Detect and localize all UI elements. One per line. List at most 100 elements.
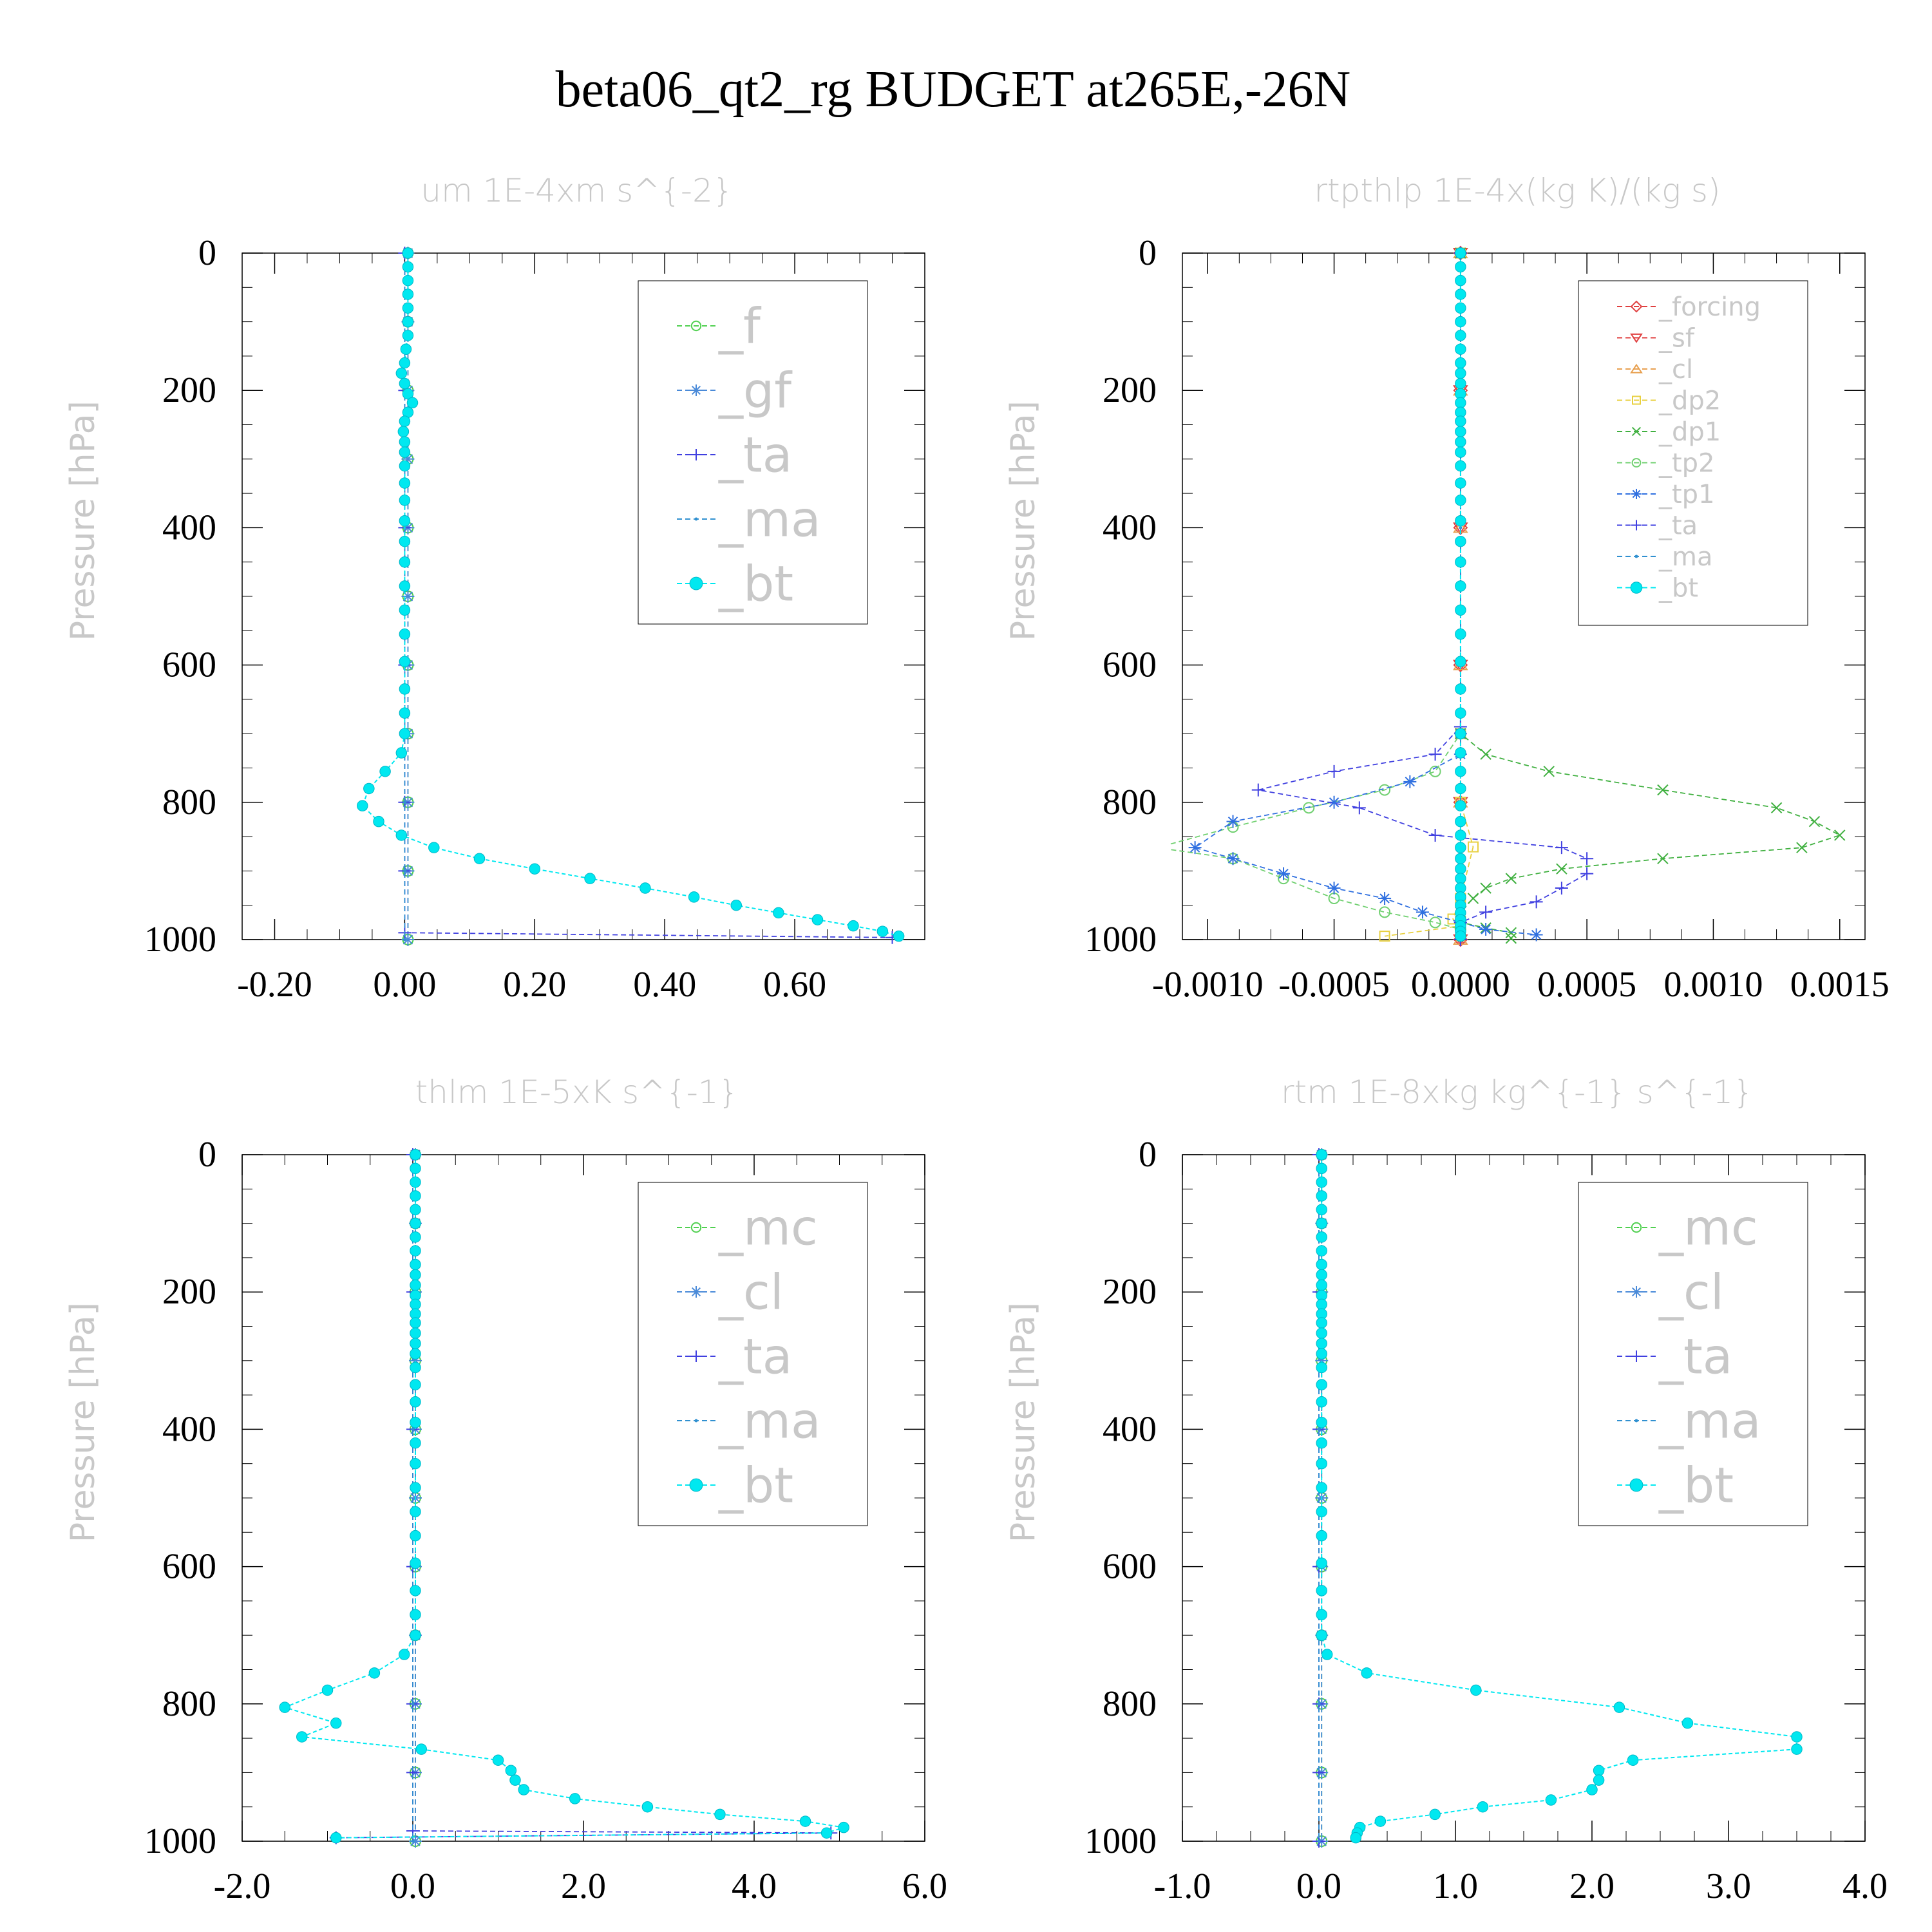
legend-marker bbox=[690, 384, 702, 396]
data-point bbox=[1316, 1338, 1327, 1349]
data-point bbox=[1455, 535, 1466, 547]
data-point bbox=[410, 1379, 421, 1390]
legend-label: _tp1 bbox=[1658, 480, 1715, 509]
legend-marker bbox=[689, 1478, 703, 1492]
data-point bbox=[492, 1754, 504, 1766]
data-point bbox=[399, 580, 411, 592]
legend-label: _bt bbox=[1658, 574, 1698, 603]
data-point bbox=[1455, 800, 1466, 811]
data-point bbox=[1316, 1149, 1327, 1160]
legend-item: _dp2 bbox=[1617, 386, 1721, 416]
y-axis-label: Pressure [hPa] bbox=[1004, 401, 1043, 641]
data-point bbox=[410, 1176, 421, 1188]
legend-marker bbox=[690, 1350, 702, 1362]
legend-label: _f bbox=[718, 298, 762, 355]
data-point bbox=[1315, 1354, 1329, 1367]
legend-item: _f bbox=[677, 298, 762, 355]
legend-label: _cl bbox=[1658, 355, 1693, 384]
data-point bbox=[1352, 801, 1366, 815]
legend-marker bbox=[1632, 395, 1641, 405]
data-point bbox=[399, 446, 411, 458]
x-tick-label: 0.0 bbox=[390, 1866, 435, 1906]
data-point bbox=[1455, 604, 1466, 616]
data-point bbox=[1317, 1839, 1321, 1843]
y-tick-label: 800 bbox=[1103, 1684, 1157, 1724]
data-point bbox=[1505, 873, 1517, 884]
data-point bbox=[1316, 1317, 1327, 1329]
data-point bbox=[399, 477, 411, 489]
data-point bbox=[1455, 367, 1466, 379]
legend-label: _bt bbox=[718, 1457, 793, 1514]
data-point bbox=[1316, 1231, 1327, 1243]
legend-marker bbox=[1631, 520, 1642, 531]
data-point bbox=[399, 1649, 410, 1660]
data-point bbox=[1316, 1609, 1327, 1620]
data-point bbox=[1580, 852, 1594, 866]
data-point bbox=[296, 1731, 308, 1743]
data-point bbox=[505, 1765, 517, 1776]
data-point bbox=[1455, 247, 1466, 259]
x-tick-label: 2.0 bbox=[561, 1866, 606, 1906]
data-point bbox=[529, 863, 541, 875]
data-point bbox=[410, 1231, 421, 1243]
y-tick-label: 200 bbox=[162, 1272, 216, 1312]
legend-item: _ma bbox=[1617, 542, 1712, 572]
data-point bbox=[1459, 526, 1463, 529]
y-tick-label: 0 bbox=[198, 233, 216, 273]
legend-label: _bt bbox=[1658, 1457, 1734, 1514]
data-point bbox=[1316, 1327, 1327, 1339]
data-point bbox=[1316, 1269, 1327, 1281]
data-point bbox=[1403, 775, 1417, 788]
data-point bbox=[401, 452, 415, 466]
data-point bbox=[399, 728, 411, 739]
legend-item: _ma bbox=[1617, 1392, 1761, 1450]
data-point bbox=[838, 1821, 849, 1833]
legend-label: _ma bbox=[718, 1392, 821, 1450]
data-point bbox=[1455, 343, 1466, 355]
data-point bbox=[1316, 1482, 1327, 1493]
data-point bbox=[408, 1835, 422, 1848]
data-point bbox=[402, 869, 406, 873]
data-point bbox=[1316, 1162, 1327, 1175]
data-point bbox=[410, 1348, 421, 1359]
legend: _mc _cl _ta _ma _bt bbox=[638, 1182, 868, 1526]
data-point bbox=[1316, 1361, 1327, 1374]
data-point bbox=[410, 1162, 421, 1175]
data-point bbox=[1627, 1754, 1639, 1766]
data-point bbox=[399, 436, 411, 448]
plot-area bbox=[1170, 245, 1846, 947]
legend: _f _gf _ta _ma _bt bbox=[638, 280, 868, 625]
data-point bbox=[402, 388, 414, 400]
data-point bbox=[399, 556, 411, 568]
data-point bbox=[402, 261, 414, 273]
y-tick-label: 0 bbox=[1139, 233, 1157, 273]
legend-item: _ma bbox=[677, 1392, 821, 1450]
data-point bbox=[399, 415, 411, 427]
data-point bbox=[1657, 853, 1669, 864]
data-point bbox=[893, 930, 905, 942]
series-ta bbox=[1251, 247, 1594, 946]
data-point bbox=[1251, 783, 1265, 797]
x-tick-label: 0.00 bbox=[373, 965, 436, 1005]
panel-title: rtpthlp 1E-4x(kg K)/(kg s) bbox=[1314, 172, 1721, 209]
data-point bbox=[363, 782, 375, 795]
data-point bbox=[1316, 1217, 1327, 1229]
data-point bbox=[1455, 683, 1466, 695]
legend-label: _cl bbox=[718, 1264, 784, 1321]
legend-item: _ma bbox=[677, 491, 821, 548]
data-point bbox=[411, 1839, 415, 1843]
x-tick-label: 0.0 bbox=[1296, 1866, 1341, 1906]
data-point bbox=[410, 1279, 421, 1291]
data-point bbox=[1379, 906, 1391, 918]
data-point bbox=[399, 656, 411, 668]
legend-marker bbox=[1631, 1286, 1642, 1298]
data-point bbox=[399, 460, 411, 472]
figure-title: beta06_qt2_rg BUDGET at265E,-26N bbox=[556, 61, 1351, 118]
legend-item: _ta bbox=[1617, 1328, 1732, 1385]
legend-label: _ta bbox=[1658, 1328, 1732, 1385]
data-point bbox=[1429, 916, 1441, 929]
data-point bbox=[1580, 867, 1594, 880]
legend-marker bbox=[1630, 363, 1643, 374]
data-point bbox=[410, 1317, 421, 1329]
